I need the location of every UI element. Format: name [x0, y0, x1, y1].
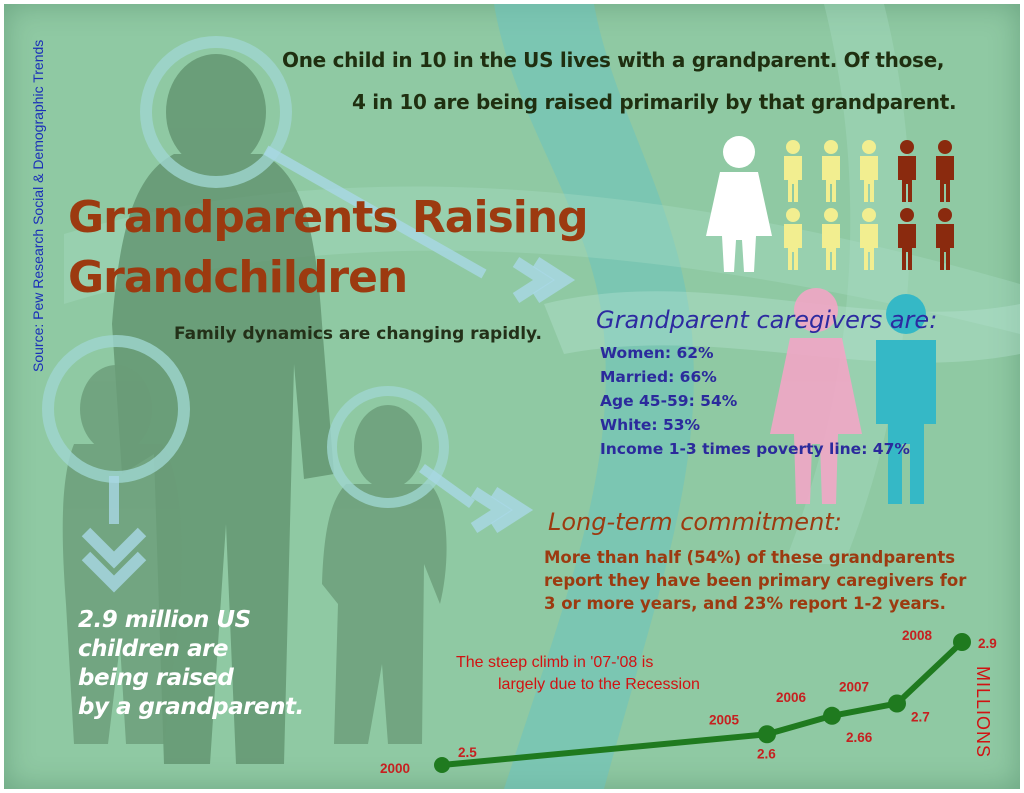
caregivers-item: White: 53% — [600, 416, 701, 434]
title-line-1: Grandparents Raising — [68, 192, 589, 243]
chart-note-line-2: largely due to the Recession — [498, 676, 700, 693]
units-label: MILLIONS — [973, 666, 993, 759]
child-figure-icon — [822, 140, 840, 202]
caregivers-item: Women: 62% — [600, 344, 714, 362]
child-figure-icon — [822, 208, 840, 270]
value-label: 2.6 — [757, 746, 776, 761]
child-figure-icon — [784, 208, 802, 270]
value-label: 2.5 — [458, 745, 477, 760]
child-figure-icon — [898, 208, 916, 270]
child-figure-icon — [784, 140, 802, 202]
child-figure-icon — [936, 208, 954, 270]
growth-line-chart: 2000 2.5 2005 2.6 2006 2.66 2007 2.7 2008 2.9 — [380, 628, 997, 776]
year-label: 2007 — [839, 680, 869, 695]
year-label: 2005 — [709, 712, 740, 727]
title-line-2: Grandchildren — [68, 252, 408, 303]
data-point — [953, 633, 971, 651]
big-stat-line: by a grandparent. — [78, 694, 304, 720]
children-pictogram — [784, 140, 954, 270]
caregivers-item: Age 45-59: 54% — [600, 392, 738, 410]
child-figure-icon — [936, 140, 954, 202]
big-stat-line: being raised — [78, 665, 234, 691]
caregivers-item: Married: 66% — [600, 368, 717, 386]
woman-icon — [706, 136, 772, 272]
value-label: 2.9 — [978, 636, 997, 651]
infographic-canvas: Source: Pew Research Social & Demographi… — [4, 4, 1020, 789]
year-label: 2008 — [902, 628, 933, 643]
subtitle: Family dynamics are changing rapidly. — [174, 324, 543, 344]
man-caregiver-icon — [876, 294, 936, 504]
series-line — [439, 639, 965, 768]
caregivers-heading: Grandparent caregivers are: — [596, 306, 938, 334]
child-figure-icon — [898, 140, 916, 202]
woman-caregiver-icon — [770, 288, 862, 504]
long-term-line: report they have been primary caregivers… — [544, 571, 967, 590]
value-label: 2.66 — [846, 730, 873, 745]
long-term-heading: Long-term commitment: — [548, 508, 842, 536]
big-stat-line: 2.9 million US — [78, 607, 251, 633]
data-point — [758, 725, 776, 744]
child-figure-icon — [860, 208, 878, 270]
data-point — [888, 694, 906, 713]
chart-note-line-1: The steep climb in '07-'08 is — [456, 654, 654, 671]
data-point — [823, 706, 841, 725]
big-stat-line: children are — [78, 636, 229, 662]
data-point — [434, 757, 450, 773]
long-term-line: More than half (54%) of these grandparen… — [544, 548, 956, 567]
background-art — [42, 4, 1020, 789]
headline-line-2: 4 in 10 are being raised primarily by th… — [352, 90, 957, 114]
child-figure-icon — [860, 140, 878, 202]
year-label: 2000 — [380, 761, 410, 776]
headline-line-1: One child in 10 in the US lives with a g… — [282, 48, 945, 72]
year-label: 2006 — [776, 690, 807, 705]
long-term-line: 3 or more years, and 23% report 1-2 year… — [544, 594, 946, 613]
value-label: 2.7 — [911, 710, 930, 725]
caregivers-item: Income 1-3 times poverty line: 47% — [600, 440, 910, 458]
